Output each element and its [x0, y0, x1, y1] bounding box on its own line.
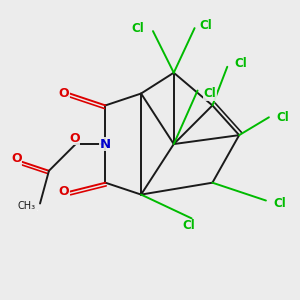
Text: Cl: Cl: [273, 197, 286, 210]
Text: O: O: [58, 185, 69, 198]
Text: O: O: [11, 152, 22, 165]
Text: N: N: [100, 138, 111, 151]
Text: Cl: Cl: [203, 87, 216, 100]
Text: Cl: Cl: [182, 219, 195, 232]
Text: O: O: [37, 210, 38, 211]
Text: Cl: Cl: [199, 19, 212, 32]
Text: Cl: Cl: [131, 22, 144, 34]
Text: CH₃: CH₃: [17, 202, 36, 212]
Text: Cl: Cl: [276, 111, 289, 124]
Text: Cl: Cl: [235, 57, 248, 70]
Text: O: O: [58, 87, 69, 100]
Text: O: O: [69, 132, 80, 145]
